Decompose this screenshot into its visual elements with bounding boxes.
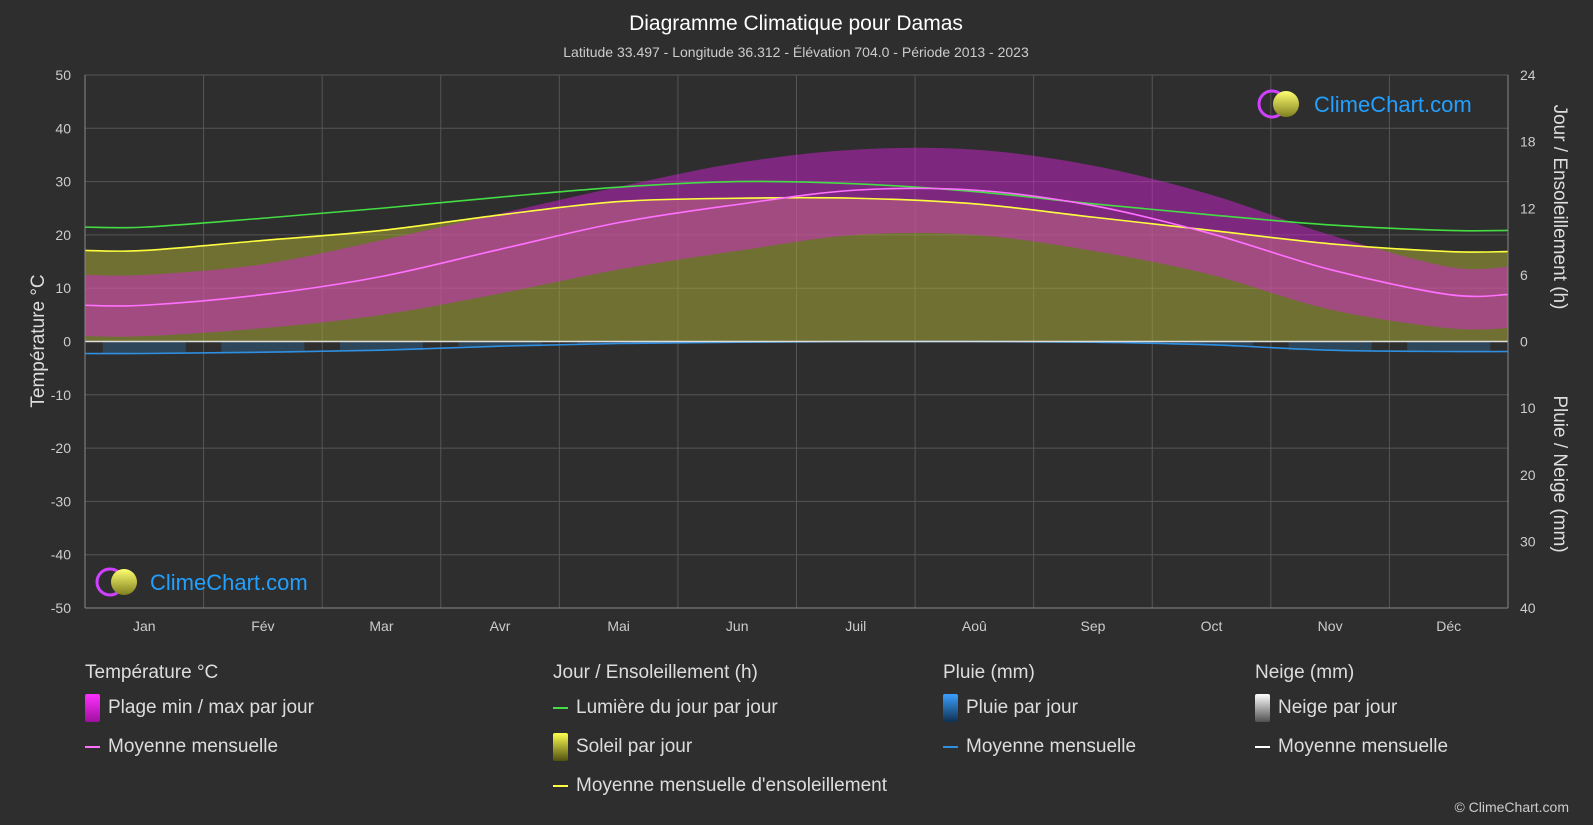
legend-sun: Jour / Ensoleillement (h) Lumière du jou… xyxy=(553,658,887,805)
legend-item: Lumière du jour par jour xyxy=(553,688,887,727)
x-tick-label: Déc xyxy=(1436,618,1461,634)
rain-swatch xyxy=(943,693,958,722)
temperature-mean-line xyxy=(84,187,1509,307)
y-tick-label-left: -50 xyxy=(51,600,71,616)
y-tick-label-right-precip: 10 xyxy=(1520,400,1536,416)
watermark-top: ClimeChart.com xyxy=(1257,89,1472,119)
temperature-range-band xyxy=(85,147,1508,337)
y-tick-label-left: -10 xyxy=(51,387,71,403)
x-tick-label: Fév xyxy=(251,618,274,634)
legend-snow: Neige (mm) Neige par jour Moyenne mensue… xyxy=(1255,658,1448,766)
legend-label: Moyenne mensuelle xyxy=(108,735,279,757)
y-tick-label-right-hours: 24 xyxy=(1520,67,1536,83)
sun-swatch xyxy=(553,732,568,761)
y-tick-label-left: 30 xyxy=(55,174,71,190)
logo-sun-icon xyxy=(1273,91,1299,117)
legend-item: Moyenne mensuelle xyxy=(1255,727,1448,766)
y-tick-label-left: 40 xyxy=(55,120,71,136)
line-swatch xyxy=(943,745,958,748)
y-axis-left-label: Température °C xyxy=(28,274,49,407)
watermark-bottom: ClimeChart.com xyxy=(95,567,308,597)
y-tick-label-right-hours: 12 xyxy=(1520,200,1536,216)
climate-chart: Diagramme Climatique pour Damas Latitude… xyxy=(28,12,1570,634)
rain-bar xyxy=(577,341,661,344)
y-tick-label-left: -40 xyxy=(51,547,71,563)
legend-label: Plage min / max par jour xyxy=(108,696,314,718)
line-swatch xyxy=(553,706,568,709)
y-tick-label-left: 20 xyxy=(55,227,71,243)
legend-item: Plage min / max par jour xyxy=(85,688,314,727)
y-tick-label-left: -20 xyxy=(51,440,71,456)
x-tick-label: Avr xyxy=(490,618,511,634)
rain-bar xyxy=(1170,341,1254,345)
copyright: © ClimeChart.com xyxy=(1454,799,1569,815)
legend-label: Moyenne mensuelle xyxy=(1278,735,1449,757)
y-tick-label-left: 10 xyxy=(55,280,71,296)
legend-item: Soleil par jour xyxy=(553,727,887,766)
legend-item: Moyenne mensuelle d'ensoleillement xyxy=(553,766,887,805)
legend-label: Soleil par jour xyxy=(576,735,693,757)
legend-item: Moyenne mensuelle xyxy=(85,727,314,766)
x-tick-label: Juil xyxy=(845,618,866,634)
legend-item: Moyenne mensuelle xyxy=(943,727,1136,766)
logo-sun-icon xyxy=(111,569,137,595)
legend-label: Moyenne mensuelle xyxy=(966,735,1137,757)
watermark-text: ClimeChart.com xyxy=(150,570,308,595)
y-tick-label-right-hours: 6 xyxy=(1520,267,1528,283)
rain-bar xyxy=(1407,341,1491,352)
y-axis-right-bottom-label: Pluie / Neige (mm) xyxy=(1549,395,1570,552)
watermark-text: ClimeChart.com xyxy=(1314,92,1472,117)
legend-header: Pluie (mm) xyxy=(943,662,1035,683)
legend-label: Moyenne mensuelle d'ensoleillement xyxy=(576,774,887,796)
y-tick-label-right-precip: 30 xyxy=(1520,533,1536,549)
chart-subtitle: Latitude 33.497 - Longitude 36.312 - Élé… xyxy=(563,44,1029,60)
x-tick-label: Sep xyxy=(1080,618,1105,634)
legend-rain: Pluie (mm) Pluie par jour Moyenne mensue… xyxy=(943,658,1136,766)
snow-swatch xyxy=(1255,693,1270,722)
line-swatch xyxy=(553,784,568,787)
y-tick-label-right-hours: 0 xyxy=(1520,334,1528,350)
legend-temperature: Température °C Plage min / max par jour … xyxy=(85,658,314,766)
y-tick-label-left: -30 xyxy=(51,493,71,509)
legend: Température °C Plage min / max par jour … xyxy=(0,658,1593,818)
x-tick-label: Jan xyxy=(133,618,156,634)
legend-label: Neige par jour xyxy=(1278,696,1398,718)
x-tick-label: Nov xyxy=(1318,618,1343,634)
sunshine-mean-line xyxy=(84,196,1509,253)
rain-bar xyxy=(339,341,423,351)
y-axis-right-top-label: Jour / Ensoleillement (h) xyxy=(1549,105,1570,310)
plot-area: 50 40 30 20 10 0 -10 -20 -30 -40 -50 24 18 12 6 0 10 20 30… xyxy=(51,67,1536,634)
y-tick-label-right-hours: 18 xyxy=(1520,134,1536,150)
rain-bar xyxy=(458,341,542,347)
rain-bar xyxy=(221,341,305,353)
chart-title: Diagramme Climatique pour Damas xyxy=(629,12,963,35)
legend-item: Neige par jour xyxy=(1255,688,1448,727)
y-tick-label-left: 50 xyxy=(55,67,71,83)
x-tick-label: Aoû xyxy=(962,618,987,634)
sunshine-area xyxy=(85,197,1508,342)
legend-header: Neige (mm) xyxy=(1255,662,1355,683)
daylight-line xyxy=(84,180,1509,232)
legend-label: Pluie par jour xyxy=(966,696,1078,718)
x-tick-label: Jun xyxy=(726,618,749,634)
range-swatch xyxy=(85,693,100,722)
y-tick-label-right-precip: 40 xyxy=(1520,600,1536,616)
x-tick-label: Oct xyxy=(1201,618,1223,634)
line-swatch xyxy=(1255,745,1270,748)
line-swatch xyxy=(85,745,100,748)
y-tick-label-right-precip: 20 xyxy=(1520,467,1536,483)
rain-bar xyxy=(1288,341,1372,351)
legend-header: Jour / Ensoleillement (h) xyxy=(553,662,758,683)
legend-header: Température °C xyxy=(85,662,219,683)
x-tick-label: Mai xyxy=(607,618,630,634)
legend-label: Lumière du jour par jour xyxy=(576,696,778,718)
y-tick-label-left: 0 xyxy=(63,334,71,350)
rain-bar xyxy=(102,341,186,354)
x-tick-label: Mar xyxy=(369,618,393,634)
legend-item: Pluie par jour xyxy=(943,688,1136,727)
